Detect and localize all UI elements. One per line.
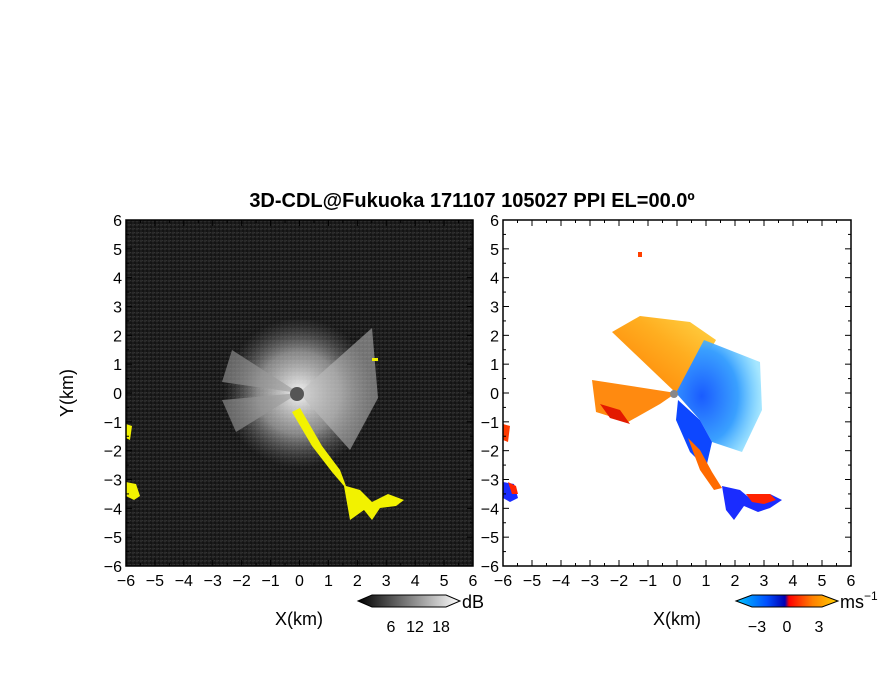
right-y-tick-label: −2	[481, 444, 499, 461]
left-y-tick-label: 4	[113, 271, 122, 288]
approaching-edge-south	[722, 486, 782, 520]
right-x-tick-label: 1	[702, 573, 711, 590]
left-x-tick-label: 4	[411, 573, 420, 590]
left-x-tick-label: −2	[233, 573, 251, 590]
right-x-tick-label: −1	[639, 573, 657, 590]
yellow-echo-speck	[372, 358, 378, 361]
left-x-tick-label: 3	[382, 573, 391, 590]
db-colorbar-unit: dB	[462, 592, 484, 612]
receding-edge-south	[746, 494, 776, 504]
yellow-echo-band	[292, 408, 404, 520]
left-y-tick-label: 5	[113, 242, 122, 259]
radar-origin-right	[670, 390, 678, 398]
left-y-tick-label: 1	[113, 357, 122, 374]
left-y-tick-label: 3	[113, 300, 122, 317]
echo-fan-west-upper	[222, 350, 299, 393]
velocity-colorbar-ticks: −3 0 3	[748, 619, 824, 636]
right-x-tick-label: 2	[731, 573, 740, 590]
db-colorbar-tick-label: 6	[387, 619, 396, 636]
echo-fan-east	[299, 328, 378, 450]
right-xlabel: X(km)	[653, 609, 701, 629]
isolated-echo	[638, 252, 642, 257]
receding-edge-west	[600, 404, 630, 424]
left-x-tick-label: 0	[295, 573, 304, 590]
receding-plume	[688, 438, 722, 490]
right-axis-ticks: −6 −5 −4 −3 −2 −1 0 1 2 3 4 5 6 −6 −5 −4 −3 −2 −1 0 1 2 3 4 5 6	[481, 213, 856, 590]
approaching-sector-south	[676, 400, 712, 468]
left-x-tick-label: −6	[117, 573, 135, 590]
radar-origin	[290, 387, 304, 401]
velocity-colorbar: −3 0 3 ms−1	[734, 589, 878, 636]
right-y-tick-label: 5	[490, 242, 499, 259]
left-x-tick-label: 2	[353, 573, 362, 590]
left-y-tick-label: −6	[104, 559, 122, 576]
right-plot-image	[503, 252, 782, 520]
right-y-tick-label: 3	[490, 300, 499, 317]
left-x-tick-label: −4	[175, 573, 193, 590]
left-y-tick-label: −5	[104, 530, 122, 547]
right-y-tick-label: −3	[481, 473, 499, 490]
right-y-tick-label: −1	[481, 415, 499, 432]
yellow-echo-edge-lower	[126, 482, 140, 500]
left-y-tick-label: −1	[104, 415, 122, 432]
left-xlabel: X(km)	[275, 609, 323, 629]
right-x-tick-label: 3	[760, 573, 769, 590]
velocity-unit-exponent: −1	[864, 589, 878, 603]
right-x-tick-label: 5	[818, 573, 827, 590]
echo-fan-west-lower	[222, 393, 299, 432]
left-x-tick-label: 6	[469, 573, 478, 590]
right-y-tick-label: −4	[481, 501, 499, 518]
left-plot-image	[126, 318, 404, 520]
right-x-tick-label: 0	[673, 573, 682, 590]
db-colorbar-ticks: 6 12 18	[387, 619, 450, 636]
left-y-tick-label: 0	[113, 386, 122, 403]
left-y-tick-label: −2	[104, 444, 122, 461]
left-x-tick-label: −1	[261, 573, 279, 590]
left-y-tick-label: −3	[104, 473, 122, 490]
db-colorbar-tick-label: 18	[432, 619, 450, 636]
echo-edge-lower-red	[508, 482, 518, 494]
right-y-tick-label: 6	[490, 213, 499, 230]
right-x-tick-label: −2	[610, 573, 628, 590]
right-y-tick-label: 0	[490, 386, 499, 403]
db-colorbar: 6 12 18 dB	[356, 592, 484, 636]
velocity-colorbar-tick-label: −3	[748, 619, 766, 636]
left-y-tick-label: −4	[104, 501, 122, 518]
db-colorbar-tick-label: 12	[406, 619, 424, 636]
left-x-tick-label: 1	[324, 573, 333, 590]
approaching-sector-east	[676, 340, 762, 452]
right-y-tick-label: 1	[490, 357, 499, 374]
right-y-tick-label: −5	[481, 530, 499, 547]
left-x-tick-label: −5	[146, 573, 164, 590]
velocity-colorbar-bar	[734, 594, 840, 608]
right-x-tick-label: −4	[552, 573, 570, 590]
left-x-tick-label: −3	[204, 573, 222, 590]
echo-edge-upper	[503, 424, 510, 442]
velocity-colorbar-tick-label: 0	[783, 619, 792, 636]
left-x-tick-label: 5	[440, 573, 449, 590]
left-panel: −6 −5 −4 −3 −2 −1 0 1 2 3 4 5 6 −6 −5 −4 −3 −2 −1 0 1 2 3 4 5 6 X…	[57, 213, 478, 629]
db-colorbar-bar	[356, 594, 462, 608]
right-y-tick-label: −6	[481, 559, 499, 576]
velocity-colorbar-unit: ms−1	[840, 589, 878, 612]
right-x-tick-label: −5	[523, 573, 541, 590]
right-x-tick-label: 6	[847, 573, 856, 590]
right-panel: −6 −5 −4 −3 −2 −1 0 1 2 3 4 5 6 −6 −5 −4 −3 −2 −1 0 1 2 3 4 5 6 X…	[481, 213, 856, 629]
left-y-tick-label: 2	[113, 328, 122, 345]
right-x-tick-label: −6	[494, 573, 512, 590]
left-y-tick-label: 6	[113, 213, 122, 230]
velocity-unit-base: ms	[840, 592, 864, 612]
figure-title: 3D-CDL@Fukuoka 171107 105027 PPI EL=00.0…	[249, 190, 694, 212]
velocity-colorbar-tick-label: 3	[815, 619, 824, 636]
right-x-tick-label: 4	[789, 573, 798, 590]
right-y-tick-label: 2	[490, 328, 499, 345]
right-x-tick-label: −3	[581, 573, 599, 590]
left-axis-ticks: −6 −5 −4 −3 −2 −1 0 1 2 3 4 5 6 −6 −5 −4 −3 −2 −1 0 1 2 3 4 5 6	[104, 213, 478, 590]
right-y-tick-label: 4	[490, 271, 499, 288]
left-ylabel: Y(km)	[57, 369, 77, 417]
